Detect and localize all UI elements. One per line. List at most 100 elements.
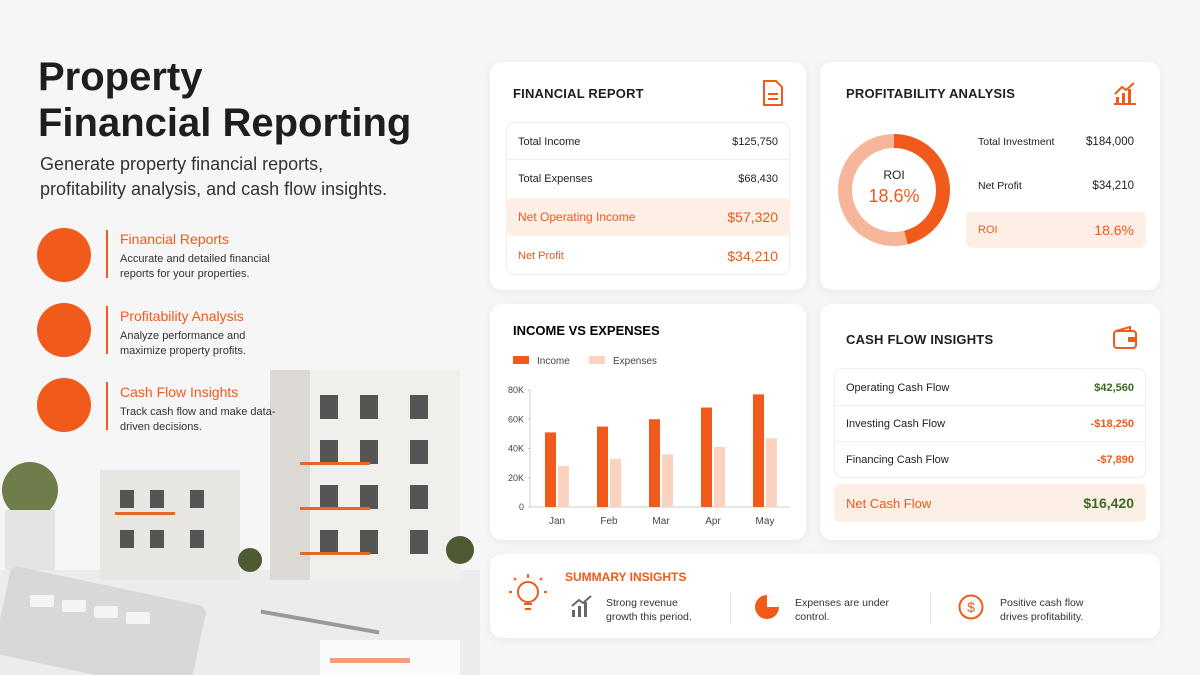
illustration [0,370,480,675]
x-tick-label: Mar [652,516,670,527]
feature-description: Accurate and detailed financial reports … [120,253,270,280]
doc-icon [763,80,783,106]
row-label: Total Investment [978,136,1055,148]
row-label: Net Profit [978,180,1022,192]
donut-value: 18.6% [868,186,920,206]
feature-description: Track cash flow and make data-driven dec… [120,406,276,433]
table-row: Operating Cash Flow $42,560 [834,370,1146,406]
legend-label: Expenses [613,356,657,367]
card-title: PROFITABILITY ANALYSIS [846,86,1016,101]
y-tick-label: 40K [508,444,524,454]
divider [106,230,108,278]
feature-title: Financial Reports [120,231,229,247]
summary-card: SUMMARY INSIGHTS Strong revenue growth t… [490,554,1160,638]
row-label: Operating Cash Flow [846,381,950,394]
table-frame [506,122,790,275]
donut-label: ROI [883,168,905,182]
y-tick-label: 0 [519,502,524,512]
bar [766,438,777,507]
bar [545,432,556,507]
y-tick-label: 80K [508,385,524,395]
feature-icon [37,303,91,357]
bar [753,394,764,507]
row-label: Financing Cash Flow [846,454,949,466]
x-tick-label: Feb [600,516,618,527]
page-title: Property Financial Reporting [38,54,411,146]
title-line: Financial Reporting [38,101,412,145]
summary-title: SUMMARY INSIGHTS [565,570,687,584]
x-tick-label: Jan [549,516,565,527]
subtitle: Generate property financial reports, pro… [40,154,388,199]
divider [106,306,108,354]
row-label: Net Operating Income [518,210,636,224]
item-icon [755,595,779,619]
table-row: Investing Cash Flow -$18,250 [834,406,1146,442]
item-icon [571,595,592,617]
summary-item: Expenses are under control. [795,597,889,623]
row-value: -$7,890 [1096,454,1134,466]
row-value: $16,420 [1083,495,1134,511]
row-value: $34,210 [1092,180,1134,192]
row-label: Net Profit [518,250,564,262]
row-value: 18.6% [1094,222,1134,238]
card-title: FINANCIAL REPORT [513,86,644,101]
bar [649,419,660,507]
y-tick-label: 20K [508,473,524,483]
table-row: Net Profit $34,210 [966,168,1146,204]
row-value: $184,000 [1086,136,1134,148]
x-tick-label: May [756,516,775,527]
bar [610,458,621,507]
legend-swatch [589,356,605,364]
table-row: Net Profit $34,210 [506,238,790,274]
table-row: Net Cash Flow $16,420 [834,484,1146,522]
table-frame [834,368,1146,478]
row-label: Net Cash Flow [846,495,932,511]
bar [714,447,725,507]
cash-flow-card: CASH FLOW INSIGHTS Operating Cash Flow $4… [820,304,1160,540]
row-label: Total Expenses [518,173,593,185]
legend-label: Income [537,356,570,367]
table-row: Total Income $125,750 [506,124,790,160]
card-title: CASH FLOW INSIGHTS [846,332,994,347]
svg-text:$: $ [967,599,975,615]
item-icon: $ [958,594,984,620]
y-tick-label: 60K [508,414,524,424]
row-label: ROI [978,224,998,236]
financial-report-card: FINANCIAL REPORT Total Income $125,750 To… [490,62,806,290]
feature-description: Analyze performance and maximize propert… [120,330,246,357]
bulb-icon [509,574,547,610]
table-row: ROI 18.6% [966,212,1146,248]
chart: INCOME VS EXPENSES 0 20K 40K 60K 80K Income Ex… [508,323,790,527]
x-tick-label: Apr [705,516,721,527]
feature-title: Cash Flow Insights [120,384,239,400]
row-value: $125,750 [732,135,778,148]
legend-swatch [513,356,529,364]
divider [930,592,931,624]
table-row: Total Investment $184,000 [966,124,1146,160]
bar [662,454,673,507]
divider [730,592,731,624]
table-row: Net Operating Income $57,320 [506,198,790,236]
chart-title: INCOME VS EXPENSES [513,323,660,338]
row-value: $42,560 [1094,381,1134,394]
row-value: $34,210 [727,248,778,264]
title-line: Property [38,55,203,99]
summary-item: Positive cash flow drives profitability. [1000,597,1084,623]
row-value: $68,430 [738,173,778,185]
bar [597,426,608,507]
summary-item: Strong revenue growth this period. [606,597,692,623]
row-label: Total Income [518,135,581,148]
divider [106,382,108,430]
bar [558,466,569,507]
donut [838,134,950,246]
table-row: Total Expenses $68,430 [506,161,790,197]
row-value: -$18,250 [1090,417,1134,430]
row-value: $57,320 [727,209,778,225]
feature-title: Profitability Analysis [120,308,244,324]
feature-icon [37,378,91,432]
feature-icon [37,228,91,282]
wallet-icon [1113,326,1137,349]
bar [701,407,712,507]
growth-icon [1114,82,1136,105]
